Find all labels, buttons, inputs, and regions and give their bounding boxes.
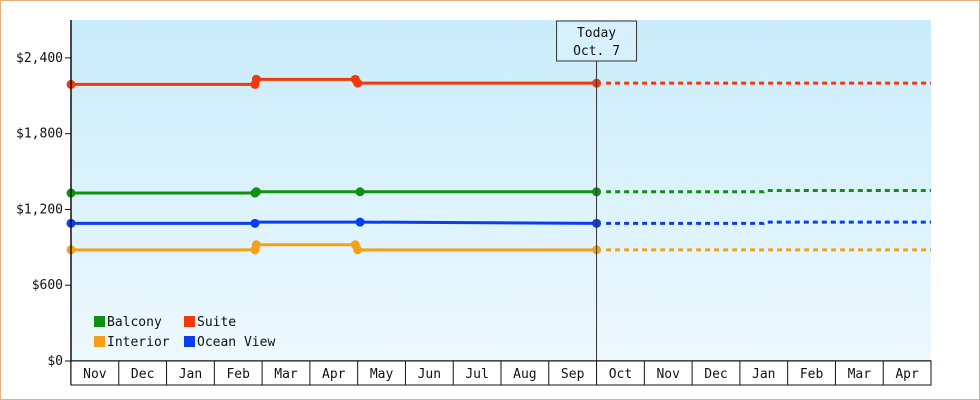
- legend-swatch: [94, 316, 105, 327]
- series-line: [71, 190, 597, 195]
- month-label: Nov: [83, 367, 107, 382]
- month-label: Apr: [895, 367, 919, 382]
- data-point: [250, 218, 260, 228]
- month-label: Jan: [179, 367, 202, 382]
- month-label: Feb: [800, 367, 824, 382]
- month-label: Jun: [418, 367, 441, 382]
- month-label: May: [370, 367, 394, 382]
- data-point: [251, 74, 261, 84]
- today-box: [556, 20, 638, 62]
- month-label: Dec: [704, 367, 727, 382]
- legend-swatch: [184, 316, 195, 327]
- month-label: Apr: [322, 367, 346, 382]
- series-suite: [66, 74, 931, 89]
- legend-label: Suite: [197, 315, 236, 330]
- legend[interactable]: Balcony Suite Interior Ocean View: [94, 315, 275, 350]
- y-tick-label: $600: [32, 278, 63, 293]
- legend-swatch: [94, 336, 105, 347]
- series-line: [71, 77, 597, 86]
- series-interior: [66, 240, 931, 255]
- data-point: [353, 78, 363, 88]
- y-tick-label: $1,200: [16, 202, 63, 217]
- month-label: Feb: [226, 367, 250, 382]
- data-point: [353, 245, 363, 255]
- month-label: Jan: [752, 367, 775, 382]
- y-tick-label: $0: [47, 354, 63, 369]
- legend-label: Interior: [107, 335, 170, 350]
- legend-label: Balcony: [107, 315, 162, 330]
- data-point: [355, 187, 365, 197]
- month-label: Jul: [465, 367, 488, 382]
- today-label: Today: [577, 26, 616, 41]
- month-label: Nov: [656, 367, 680, 382]
- month-label: Oct: [609, 367, 632, 382]
- legend-item-suite[interactable]: Suite: [184, 315, 236, 330]
- month-label: Sep: [561, 367, 585, 382]
- series-balcony: [66, 187, 931, 198]
- y-tick-label: $1,800: [16, 127, 63, 142]
- data-point: [355, 217, 365, 227]
- series-line: [71, 243, 597, 252]
- month-label: Mar: [848, 367, 872, 382]
- legend-item-balcony[interactable]: Balcony: [94, 315, 162, 330]
- month-label: Mar: [274, 367, 298, 382]
- legend-item-interior[interactable]: Interior: [94, 335, 170, 350]
- today-marker: Today Oct. 7: [556, 20, 638, 361]
- series-line: [71, 220, 597, 225]
- series-layer: [66, 74, 931, 255]
- legend-label: Ocean View: [197, 335, 275, 350]
- legend-item-ocean-view[interactable]: Ocean View: [184, 335, 275, 350]
- data-point: [251, 240, 261, 250]
- today-date: Oct. 7: [573, 44, 620, 59]
- y-tick-label: $2,400: [16, 51, 63, 66]
- data-point: [251, 187, 261, 197]
- y-axis-ticks: $0 $600 $1,200 $1,800 $2,400: [16, 51, 71, 369]
- legend-swatch: [184, 336, 195, 347]
- month-label: Dec: [131, 367, 154, 382]
- month-label: Aug: [513, 367, 536, 382]
- x-axis-months: Nov Dec Jan Feb Mar Apr May Jun Jul Aug Sep Oct Nov D…: [70, 360, 932, 386]
